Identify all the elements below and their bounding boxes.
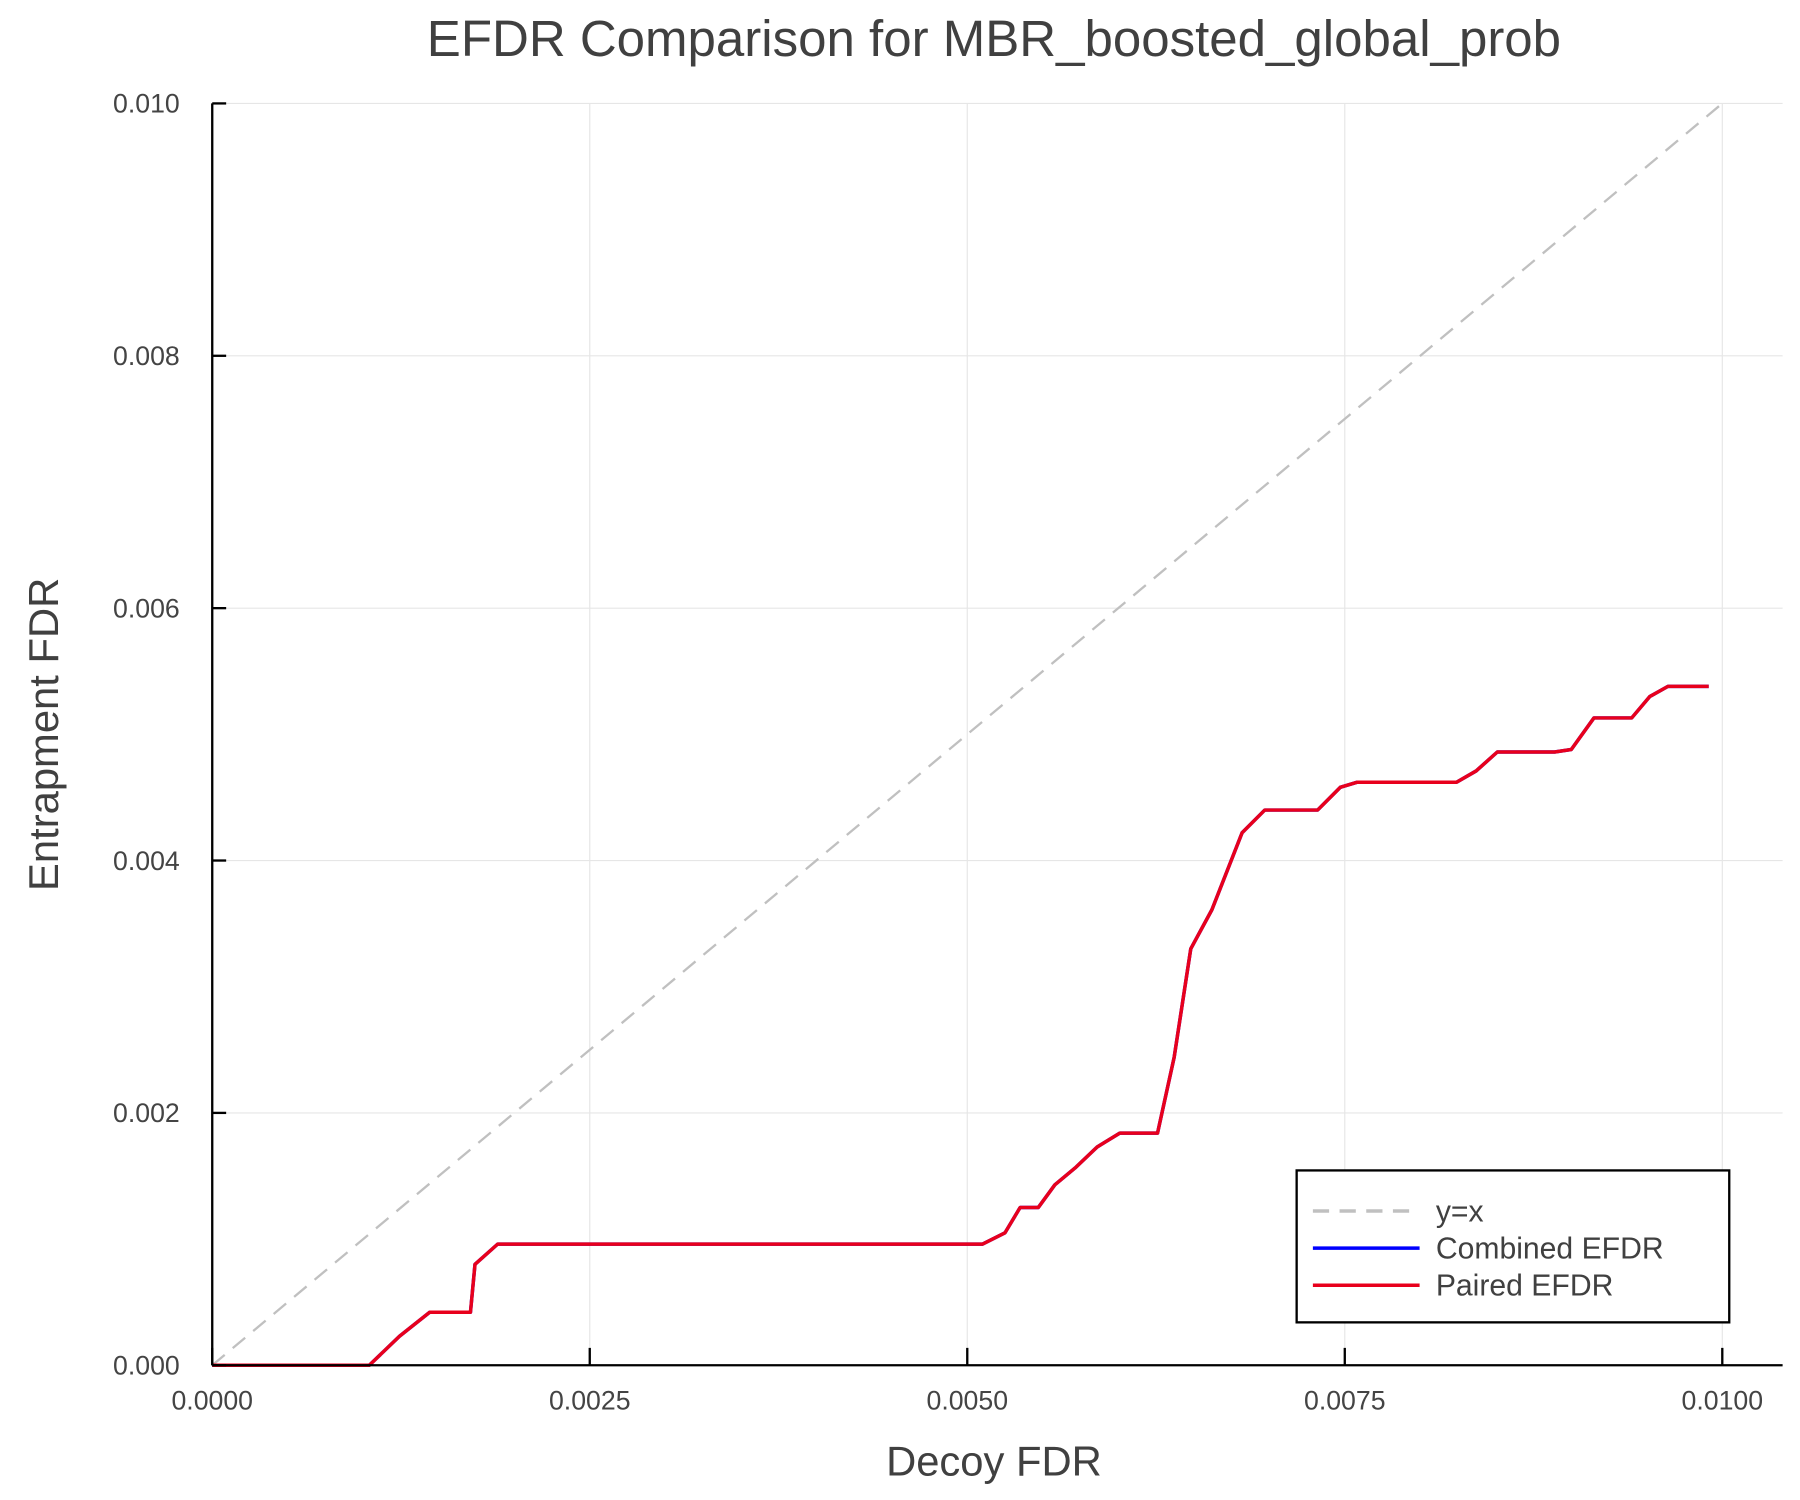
series-line-paired-efdr — [212, 684, 1709, 1368]
chart-title: EFDR Comparison for MBR_boosted_global_p… — [427, 10, 1561, 67]
y-axis-label: Entrapment FDR — [20, 578, 67, 891]
axes: 0.0000 0.0025 0.0050 0.0075 0.0100 0.000 0.002… — [113, 89, 1783, 1415]
x-tick-label: 0.0050 — [927, 1385, 1009, 1415]
series-line-y-x — [211, 102, 1724, 1367]
y-tick-label: 0.010 — [113, 89, 180, 119]
y-tick-label: 0.000 — [113, 1351, 180, 1381]
y-tick-label: 0.006 — [113, 593, 180, 623]
y-tick-label: 0.004 — [113, 846, 180, 876]
x-tick-label: 0.0100 — [1682, 1385, 1764, 1415]
y-tick-label: 0.008 — [113, 341, 180, 371]
x-tick-label: 0.0025 — [549, 1385, 631, 1415]
legend-label: Combined EFDR — [1436, 1233, 1664, 1266]
legend-label: Paired EFDR — [1436, 1270, 1614, 1303]
legend: y=x Combined EFDR Paired EFDR — [1295, 1169, 1731, 1324]
legend-label: y=x — [1436, 1195, 1484, 1228]
series-layer — [211, 102, 1724, 1368]
y-tick-label: 0.002 — [113, 1098, 180, 1128]
x-tick-label: 0.0075 — [1304, 1385, 1386, 1415]
x-tick-label: 0.0000 — [171, 1385, 253, 1415]
x-axis-label: Decoy FDR — [886, 1437, 1102, 1484]
